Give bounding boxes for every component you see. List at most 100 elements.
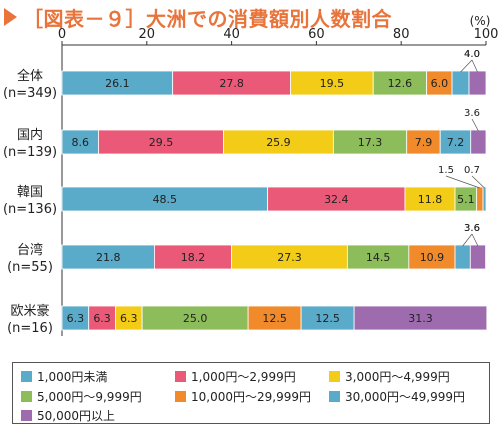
bar-segment <box>61 70 174 96</box>
category-label: 台湾 <box>17 242 43 258</box>
data-label: 32.4 <box>324 193 349 206</box>
data-label: 21.8 <box>96 251 121 264</box>
bar-segment <box>468 70 487 96</box>
data-label-leader-line <box>471 118 479 132</box>
bar-segment <box>476 186 484 212</box>
data-label: 4.0 <box>464 49 480 60</box>
x-tick-label: 0 <box>58 27 66 42</box>
bar-segment <box>353 305 488 331</box>
legend-label: 5,000円～9,999円 <box>37 390 142 404</box>
x-tick-label: 60 <box>308 27 325 42</box>
legend-item: 3,000円～4,999円 <box>329 368 450 385</box>
data-label: 18.2 <box>181 251 206 264</box>
legend-item: 5,000円～9,999円 <box>21 388 142 405</box>
legend: 1,000円未満 1,000円～2,999円 3,000円～4,999円 5,000円… <box>12 362 490 424</box>
legend-label: 1,000円～2,999円 <box>191 370 296 384</box>
data-label: 25.0 <box>183 312 208 325</box>
data-label: 6.3 <box>67 312 85 325</box>
category-sample-size: (n=349) <box>3 86 57 101</box>
data-label: 12.5 <box>262 312 287 325</box>
bar-segment <box>172 70 291 96</box>
data-label: 6.3 <box>120 312 138 325</box>
legend-label: 3,000円～4,999円 <box>345 370 450 384</box>
data-label: 8.6 <box>71 136 89 149</box>
legend-swatch <box>21 371 32 382</box>
bar-segment <box>61 129 99 155</box>
data-label: 3.6 <box>464 108 480 119</box>
bar-segment <box>408 244 456 270</box>
bar-segment <box>406 129 441 155</box>
legend-item: 50,000円以上 <box>21 407 115 424</box>
data-label: 29.5 <box>149 136 174 149</box>
bar-segment <box>404 186 456 212</box>
legend-item: 30,000円～49,999円 <box>329 388 465 405</box>
data-label: 17.3 <box>358 136 383 149</box>
bar-segment <box>231 244 348 270</box>
bar-segment <box>61 244 155 270</box>
data-label-leader-line <box>460 59 473 73</box>
bar-segment <box>267 186 406 212</box>
data-label-leader-line <box>445 175 480 189</box>
data-label: 27.3 <box>277 251 302 264</box>
bar-segment <box>451 70 470 96</box>
category-sample-size: (n=55) <box>7 260 53 275</box>
stacked-bar-chart: 0 20 40 60 80 100(%) 全体 (n=349) 国内 (n=139) 韓国 (n=13… <box>3 14 499 336</box>
bar-segment <box>482 186 487 212</box>
data-label: 11.8 <box>418 193 443 206</box>
x-tick-label: 40 <box>223 27 240 42</box>
axis-unit-label: (%) <box>470 14 491 28</box>
data-label: 7.9 <box>415 136 433 149</box>
bar-segment <box>332 129 408 155</box>
legend-swatch <box>329 391 340 402</box>
chart-title-row: ［図表－９］大洲での消費額別人数割合 <box>4 4 392 31</box>
category-sample-size: (n=16) <box>7 321 53 336</box>
data-label: 4.0 <box>464 49 480 60</box>
data-label-leader-line <box>471 59 478 73</box>
data-label-leader-line <box>471 233 479 247</box>
data-label: 25.9 <box>266 136 291 149</box>
title-arrow-icon <box>4 8 17 26</box>
data-label: 12.5 <box>315 312 340 325</box>
x-tick-label: 100 <box>474 27 499 42</box>
bar-segment <box>454 244 471 270</box>
data-label: 12.6 <box>388 77 413 90</box>
legend-swatch <box>329 371 340 382</box>
data-label: 48.5 <box>153 193 178 206</box>
bar-segment <box>439 129 472 155</box>
data-label: 0.7 <box>464 165 480 176</box>
data-label: 19.5 <box>320 77 345 90</box>
bar-segment <box>346 244 410 270</box>
data-label: 6.3 <box>93 312 111 325</box>
data-label: 3.6 <box>464 223 480 234</box>
legend-item: 10,000円～29,999円 <box>175 388 311 405</box>
legend-label: 30,000円～49,999円 <box>345 390 465 404</box>
bar-segment <box>372 70 428 96</box>
bar-segment <box>98 129 224 155</box>
bar-segment <box>141 305 249 331</box>
bar-segment <box>88 305 116 331</box>
data-label: 7.2 <box>447 136 465 149</box>
category-label: 全体 <box>17 68 43 84</box>
bar-segment <box>470 129 487 155</box>
data-label: 31.3 <box>408 312 433 325</box>
legend-item: 1,000円～2,999円 <box>175 368 296 385</box>
data-label-leader-line <box>462 233 473 247</box>
data-label: 26.1 <box>105 77 130 90</box>
category-label: 国内 <box>17 127 43 143</box>
bar-segment <box>154 244 233 270</box>
legend-swatch <box>175 391 186 402</box>
bar-segment <box>469 244 486 270</box>
bar-segment <box>300 305 355 331</box>
data-label: 5.1 <box>457 193 475 206</box>
data-label: 1.5 <box>438 165 454 176</box>
category-sample-size: (n=139) <box>3 145 57 160</box>
x-tick-label: 20 <box>139 27 156 42</box>
data-label: 6.0 <box>431 77 449 90</box>
legend-swatch <box>175 371 186 382</box>
legend-label: 50,000円以上 <box>37 409 115 423</box>
legend-label: 1,000円未満 <box>37 370 108 384</box>
legend-swatch <box>21 391 32 402</box>
data-label: 14.5 <box>366 251 391 264</box>
data-label: 3.6 <box>464 223 480 234</box>
x-tick-label: 80 <box>393 27 410 42</box>
